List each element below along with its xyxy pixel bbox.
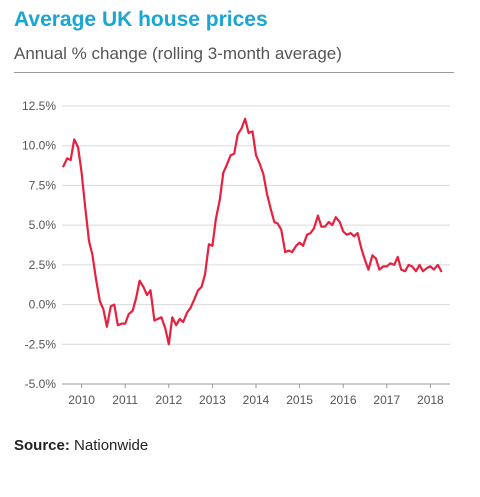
y-tick-label: -5.0%: [25, 377, 57, 391]
series-layer: [62, 117, 443, 346]
y-tick-label: -2.5%: [25, 337, 57, 351]
chart-title: Average UK house prices: [14, 8, 268, 31]
x-tick-label: 2014: [243, 393, 270, 407]
line-chart: 12.5% 10.0% 7.5% 5.0% 2.5% 0.0% -2.5% -5.0% 201…: [22, 99, 450, 407]
source-label: Source:: [14, 437, 70, 454]
chart-subtitle: Annual % change (rolling 3-month average…: [14, 44, 342, 63]
y-tick-label: 5.0%: [29, 218, 57, 232]
x-tick-label: 2018: [417, 393, 444, 407]
y-tick-label: 2.5%: [29, 258, 57, 272]
source-value: Nationwide: [74, 437, 149, 454]
y-axis-ticks: 12.5% 10.0% 7.5% 5.0% 2.5% 0.0% -2.5% -5.0%: [22, 99, 56, 391]
header-divider: [14, 72, 454, 73]
x-tick-label: 2010: [68, 393, 95, 407]
source-note: Source: Nationwide: [14, 437, 148, 454]
x-tick-label: 2017: [373, 393, 400, 407]
y-tick-label: 10.0%: [22, 139, 56, 153]
x-tick-label: 2016: [330, 393, 357, 407]
x-tick-label: 2015: [286, 393, 313, 407]
grid-lines: [62, 105, 450, 345]
y-tick-label: 7.5%: [29, 178, 57, 192]
y-tick-label: 12.5%: [22, 99, 56, 113]
x-tick-label: 2011: [112, 393, 138, 407]
x-tick-label: 2013: [199, 393, 226, 407]
x-axis-ticks: 2010 2011 2012 2013 2014 2015 2016 2017 2018: [68, 384, 444, 407]
x-tick-label: 2012: [155, 393, 182, 407]
y-tick-label: 0.0%: [29, 298, 57, 312]
series-line: [62, 117, 443, 346]
